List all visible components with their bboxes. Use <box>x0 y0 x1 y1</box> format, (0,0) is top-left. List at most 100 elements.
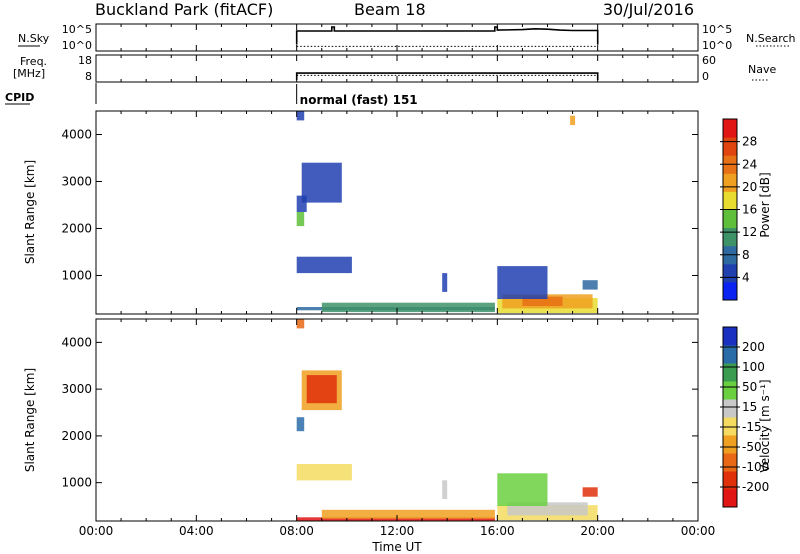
freq-right-tick-bottom: 0 <box>702 70 709 83</box>
power-ytick-label-0: 1000 <box>61 268 92 282</box>
power-colorbar-tick-label-1: 8 <box>742 248 750 262</box>
power-patch-2 <box>301 162 342 203</box>
power-colorbar-swatch-9 <box>723 119 737 138</box>
velocity-patch-5 <box>296 517 495 521</box>
velocity-heatmap <box>296 319 598 521</box>
velocity-colorbar-tick-label-6: 100 <box>742 360 765 374</box>
power-colorbar-swatch-4 <box>723 209 737 229</box>
velocity-y-axis: 1000 2000 3000 4000 <box>61 335 698 490</box>
noise-series-line-0-0 <box>295 26 599 45</box>
power-panel-frame <box>95 110 699 315</box>
velocity-colorbar-swatch-1 <box>723 471 737 490</box>
power-colorbar-tick-label-6: 28 <box>742 135 757 149</box>
power-colorbar-tick-label-2: 12 <box>742 225 757 239</box>
velocity-patch-layer <box>296 319 598 521</box>
power-patch-layer <box>296 111 598 313</box>
power-patch-1 <box>296 195 307 212</box>
date-title: 30/Jul/2016 <box>603 0 694 19</box>
velocity-colorbar-tick-label-7: 200 <box>742 340 765 354</box>
velocity-colorbar-swatch-4 <box>723 417 737 436</box>
power-colorbar-tick-label-5: 24 <box>742 157 757 171</box>
power-patch-3 <box>296 256 352 274</box>
velocity-colorbar-tick-label-0: -200 <box>742 480 769 494</box>
cpid-label: CPID <box>5 91 34 104</box>
freq-right-label: Nave <box>748 63 776 76</box>
power-patch-13 <box>570 115 576 126</box>
velocity-colorbar-swatch-3 <box>723 435 737 454</box>
velocity-ytick-label-1: 2000 <box>61 429 92 443</box>
power-y-axis: 1000 2000 3000 4000 <box>61 127 698 282</box>
freq-left-tick-bottom: 8 <box>85 70 92 83</box>
power-colorbar-swatch-0 <box>723 281 737 301</box>
velocity-colorbar-label: Velocity [m s⁻¹] <box>758 379 772 472</box>
velocity-colorbar-swatch-7 <box>723 363 737 382</box>
noise-left-label: N.Sky <box>18 32 50 45</box>
velocity-patch-0 <box>296 417 305 432</box>
power-colorbar-swatch-8 <box>723 137 737 156</box>
power-ytick-label-2: 3000 <box>61 174 92 188</box>
velocity-colorbar-swatch-2 <box>723 453 737 472</box>
velocity-patch-2 <box>306 375 337 404</box>
noise-left-tick-bottom: 10^0 <box>62 39 92 52</box>
power-y-label: Slant Range [km] <box>23 160 37 264</box>
freq-series-line-0-0 <box>295 72 599 80</box>
power-colorbar-swatch-6 <box>723 173 737 192</box>
power-patch-6 <box>321 302 495 313</box>
velocity-colorbar-swatch-8 <box>723 345 737 364</box>
power-patch-12 <box>442 273 448 292</box>
power-colorbar: 4 8 12 16 20 24 28 <box>720 118 757 301</box>
power-patch-0 <box>296 212 305 227</box>
velocity-panel-frame <box>95 318 699 522</box>
power-ytick-label-1: 2000 <box>61 221 92 235</box>
noise-left-tick-top: 10^5 <box>62 23 92 36</box>
velocity-ytick-label-2: 3000 <box>61 382 92 396</box>
velocity-patch-3 <box>296 464 352 481</box>
time-axis: 00:00 04:00 08:00 12:00 16:00 20:00 00:00 <box>79 24 716 538</box>
power-heatmap <box>296 111 598 313</box>
freq-right-tick-top: 60 <box>702 54 716 67</box>
velocity-patch-10 <box>582 487 598 497</box>
freq-series <box>295 72 599 80</box>
velocity-colorbar-tick-label-4: 15 <box>742 400 757 414</box>
velocity-colorbar-swatch-5 <box>723 399 737 418</box>
power-colorbar-tick-label-0: 4 <box>742 270 750 284</box>
beam-title: Beam 18 <box>354 0 426 19</box>
noise-series <box>295 26 599 47</box>
freq-left-unit: [MHz] <box>13 67 45 80</box>
velocity-patch-11 <box>442 480 448 499</box>
xtick-label-3: 12:00 <box>380 524 415 538</box>
power-colorbar-swatch-3 <box>723 227 737 247</box>
velocity-patch-6 <box>321 509 495 519</box>
power-colorbar-label: Power [dB] <box>758 172 772 237</box>
xtick-label-4: 16:00 <box>480 524 515 538</box>
velocity-patch-9 <box>497 473 548 506</box>
velocity-colorbar-tick-label-1: -100 <box>742 460 769 474</box>
power-patch-4 <box>296 111 305 121</box>
noise-right-tick-bottom: 10^0 <box>702 39 732 52</box>
velocity-colorbar-frame <box>722 326 738 508</box>
xtick-label-1: 04:00 <box>179 524 214 538</box>
power-colorbar-swatch-1 <box>723 263 737 283</box>
x-axis-label: Time UT <box>371 540 422 554</box>
freq-left-label: Freq. <box>20 55 47 68</box>
freq-left-tick-top: 18 <box>78 54 92 67</box>
noise-right-tick-top: 10^5 <box>702 23 732 36</box>
xtick-label-6: 00:00 <box>681 524 716 538</box>
velocity-colorbar-swatch-6 <box>723 381 737 400</box>
power-patch-10 <box>497 266 548 299</box>
velocity-colorbar: -200 -100 -50 -15 15 50 100 200 <box>720 326 769 508</box>
velocity-ytick-label-3: 4000 <box>61 335 92 349</box>
velocity-colorbar-swatch-0 <box>723 489 737 508</box>
noise-right-label: N.Search <box>746 32 796 45</box>
velocity-colorbar-tick-label-3: -15 <box>742 420 762 434</box>
velocity-colorbar-swatch-9 <box>723 327 737 346</box>
power-ytick-label-3: 4000 <box>61 127 92 141</box>
power-patch-9 <box>522 296 563 306</box>
velocity-patch-4 <box>296 319 305 329</box>
power-colorbar-tick-label-4: 20 <box>742 180 757 194</box>
power-patch-11 <box>582 280 598 290</box>
velocity-colorbar-tick-label-2: -50 <box>742 440 762 454</box>
velocity-colorbar-tick-label-5: 50 <box>742 380 757 394</box>
